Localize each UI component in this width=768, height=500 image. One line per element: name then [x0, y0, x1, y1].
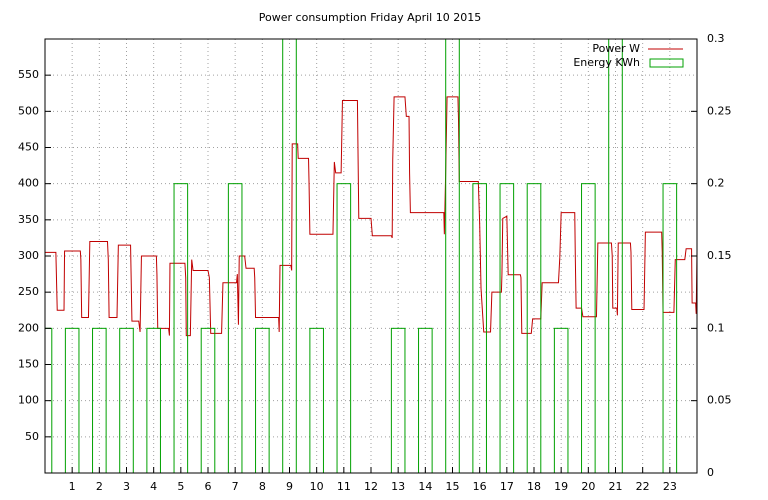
- y2-tick-label: 0.1: [707, 321, 725, 334]
- energy-box: [282, 39, 297, 473]
- x-tick-label: 14: [418, 480, 432, 493]
- legend-label: Power W: [592, 42, 640, 55]
- energy-box: [255, 327, 270, 473]
- plot-area: [45, 39, 697, 473]
- x-tick-label: 15: [446, 480, 460, 493]
- x-tick-label: 2: [96, 480, 103, 493]
- energy-box: [119, 327, 134, 473]
- energy-box: [92, 327, 107, 473]
- x-tick-label: 23: [663, 480, 677, 493]
- y2-tick-label: 0.05: [707, 394, 732, 407]
- energy-box: [336, 183, 352, 473]
- energy-box: [227, 183, 243, 473]
- x-tick-label: 22: [636, 480, 650, 493]
- x-tick-label: 19: [554, 480, 568, 493]
- energy-box: [445, 39, 460, 473]
- y2-tick-label: 0.15: [707, 249, 732, 262]
- energy-box: [200, 327, 216, 473]
- x-tick-label: 13: [391, 480, 405, 493]
- energy-box: [418, 327, 433, 473]
- y-tick-label: 250: [18, 285, 39, 298]
- y-tick-label: 350: [18, 213, 39, 226]
- y2-tick-label: 0.25: [707, 104, 732, 117]
- y-tick-label: 300: [18, 249, 39, 262]
- x-tick-label: 17: [500, 480, 514, 493]
- energy-box: [64, 327, 80, 473]
- y2-tick-label: 0: [707, 466, 714, 479]
- x-tick-label: 18: [527, 480, 541, 493]
- x-tick-label: 21: [609, 480, 623, 493]
- y-tick-label: 400: [18, 177, 39, 190]
- x-tick-label: 11: [337, 480, 351, 493]
- energy-box: [173, 183, 189, 473]
- energy-box: [608, 39, 623, 473]
- y-tick-label: 550: [18, 68, 39, 81]
- x-tick-label: 20: [581, 480, 595, 493]
- x-tick-label: 16: [473, 480, 487, 493]
- x-tick-label: 1: [69, 480, 76, 493]
- x-tick-label: 5: [177, 480, 184, 493]
- axis-labels: 50 100 150 200 250 300 350 400 450 500 550 0 0.05 0.1…: [18, 32, 732, 493]
- y-tick-label: 450: [18, 141, 39, 154]
- energy-box: [581, 183, 596, 473]
- energy-box: [45, 327, 53, 473]
- x-tick-label: 7: [232, 480, 239, 493]
- y-tick-label: 150: [18, 358, 39, 371]
- energy-box: [499, 183, 515, 473]
- energy-box: [526, 183, 542, 473]
- y-tick-label: 100: [18, 394, 39, 407]
- x-tick-label: 9: [286, 480, 293, 493]
- y-tick-label: 500: [18, 104, 39, 117]
- energy-box: [146, 327, 161, 473]
- legend-swatch: [649, 58, 684, 68]
- x-tick-label: 12: [364, 480, 378, 493]
- y2-tick-label: 0.3: [707, 32, 725, 45]
- energy-box: [390, 327, 406, 473]
- chart-title: Power consumption Friday April 10 2015: [259, 11, 481, 24]
- y-tick-label: 50: [25, 430, 39, 443]
- energy-box: [662, 183, 678, 473]
- x-tick-label: 4: [150, 480, 157, 493]
- y2-tick-label: 0.2: [707, 177, 725, 190]
- x-tick-label: 8: [259, 480, 266, 493]
- energy-box: [309, 327, 324, 473]
- energy-box: [472, 183, 487, 473]
- legend-label: Energy KWh: [573, 56, 640, 69]
- x-tick-label: 3: [123, 480, 130, 493]
- x-tick-label: 10: [310, 480, 324, 493]
- y-tick-label: 200: [18, 321, 39, 334]
- x-tick-label: 6: [205, 480, 212, 493]
- energy-box: [553, 327, 569, 473]
